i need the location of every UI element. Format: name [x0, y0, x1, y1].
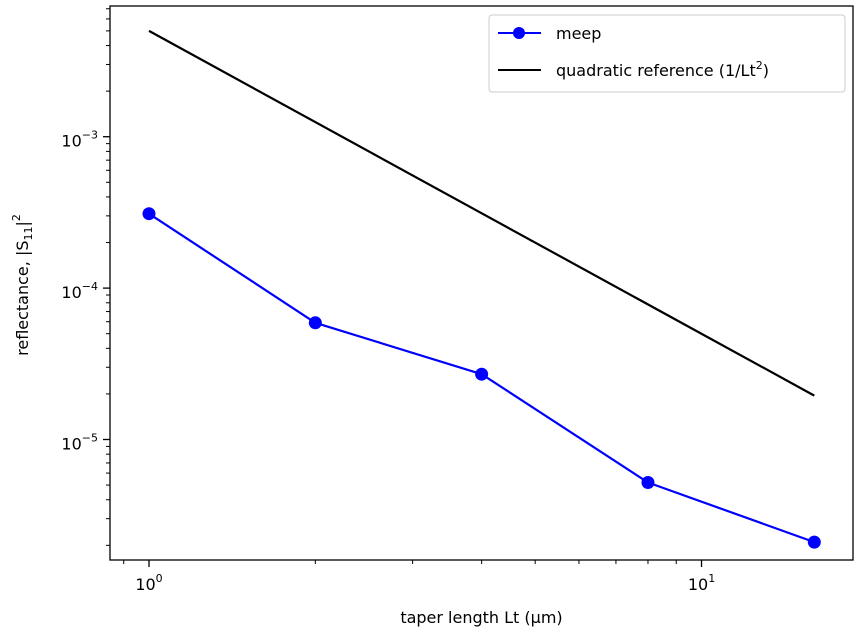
y-tick-label: 10−4 — [61, 280, 98, 302]
legend: meep quadratic reference (1/Lt2) — [488, 14, 846, 93]
y-axis-label-close: | — [13, 221, 32, 226]
meep-data-point — [641, 476, 655, 490]
x-tick-label: 100 — [135, 572, 162, 594]
legend-reference-label-superscript: 2 — [756, 59, 763, 72]
x-tick-label: 101 — [688, 572, 715, 594]
meep-data-point — [807, 535, 821, 549]
legend-reference-label: quadratic reference (1/Lt2) — [556, 59, 769, 80]
y-tick-label: 10−3 — [61, 129, 98, 151]
y-axis-label: reflectance, |S11|2 — [10, 214, 35, 356]
legend-meep-label: meep — [556, 24, 601, 43]
meep-data-point — [308, 316, 322, 330]
y-axis-label-main: reflectance, |S — [13, 241, 32, 356]
minor-ticks — [106, 8, 677, 564]
legend-box — [488, 14, 846, 93]
x-axis-label: taper length Lt (μm) — [400, 608, 562, 627]
y-axis-label-superscript: 2 — [10, 214, 23, 221]
plot-area-frame — [109, 5, 854, 561]
legend-meep-marker — [513, 27, 525, 39]
legend-reference-label-main: quadratic reference (1/Lt — [556, 61, 756, 80]
y-tick-label: 10−5 — [61, 432, 98, 454]
y-axis-label-subscript: 11 — [22, 227, 35, 241]
major-ticks: 100 101 10−5 10−4 10−3 — [61, 129, 715, 594]
meep-data-point — [475, 367, 489, 381]
meep-data-point — [142, 207, 156, 221]
reference-series-line — [148, 29, 815, 397]
legend-reference-label-close: ) — [763, 61, 769, 80]
series-layer — [142, 29, 821, 549]
